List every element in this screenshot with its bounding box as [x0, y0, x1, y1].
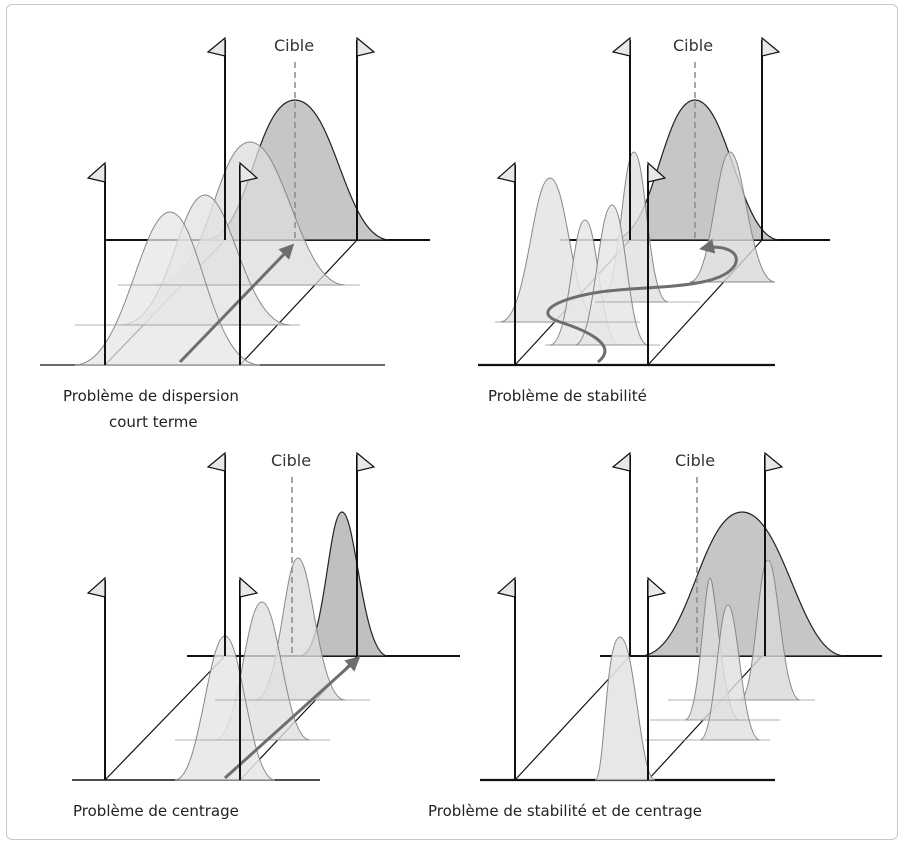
upper-limit-flag-icon — [647, 576, 667, 598]
lower-limit-flag-icon — [496, 161, 516, 183]
target-label: Cible — [271, 451, 312, 470]
upper-limit-flag-icon — [764, 451, 784, 472]
upper-limit-flag-icon — [356, 36, 376, 57]
figure-frame — [6, 4, 898, 840]
caption-stabilite: Problème de stabilité — [488, 387, 647, 405]
shift-arrow — [223, 655, 361, 780]
lower-limit-flag-icon — [496, 576, 516, 598]
upper-limit-flag-icon — [239, 576, 259, 598]
depth-line-right — [239, 239, 358, 366]
depth-line-left — [104, 655, 226, 781]
caption-dispersion-line2: court terme — [109, 413, 198, 431]
target-label: Cible — [675, 451, 716, 470]
caption-centrage: Problème de centrage — [73, 802, 239, 820]
distribution-curve — [574, 204, 649, 346]
upper-limit-flag-icon — [356, 451, 376, 472]
distribution-curve — [639, 511, 846, 657]
distribution-curve — [594, 636, 656, 781]
lower-limit-flag-icon — [86, 576, 106, 598]
panel-dispersion — [40, 36, 430, 366]
shift-arrow — [178, 243, 295, 364]
panel-centrage — [72, 451, 460, 781]
distribution-curve — [739, 559, 801, 701]
lower-limit-flag-icon — [206, 36, 226, 57]
lower-limit-flag-icon — [86, 161, 106, 183]
upper-limit-flag-icon — [647, 161, 667, 183]
panel-stabilite — [478, 36, 830, 367]
lower-limit-flag-icon — [206, 451, 226, 472]
caption-stabilite-centrage: Problème de stabilité et de centrage — [428, 802, 702, 820]
lower-limit-flag-icon — [611, 36, 631, 57]
drift-arrow — [546, 238, 738, 364]
panel-stabilite-centrage — [480, 451, 882, 782]
lower-limit-flag-icon — [611, 451, 631, 472]
target-label: Cible — [673, 36, 714, 55]
upper-limit-flag-icon — [239, 161, 259, 183]
upper-limit-flag-icon — [761, 36, 781, 57]
distribution-curve — [299, 511, 389, 657]
target-label: Cible — [274, 36, 315, 55]
caption-dispersion: Problème de dispersion — [63, 387, 239, 405]
